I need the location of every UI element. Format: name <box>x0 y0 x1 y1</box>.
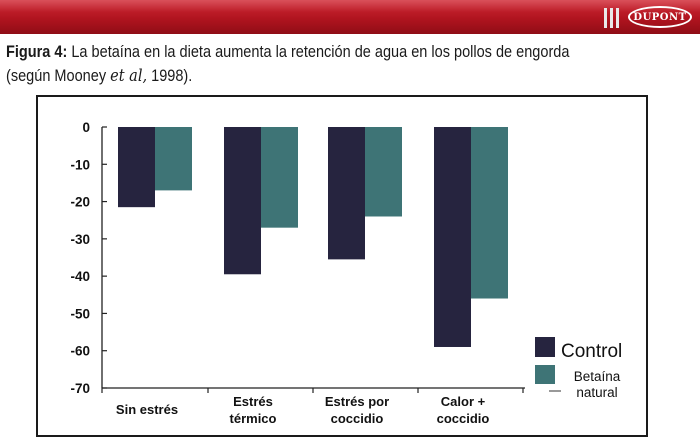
bar-control-2 <box>328 127 365 260</box>
y-tick-label: -60 <box>70 344 90 359</box>
y-tick-label: -30 <box>70 232 90 247</box>
bar-control-0 <box>118 127 155 208</box>
y-tick-label: -70 <box>70 381 90 396</box>
bar-control-3 <box>434 127 471 347</box>
bar-control-1 <box>224 127 261 275</box>
x-category-label: Calor + coccidio <box>437 394 490 426</box>
y-tick-label: -50 <box>70 306 90 321</box>
header-divider <box>616 8 619 28</box>
header-sheen <box>0 0 700 12</box>
legend-label-betaina: Betaína natural <box>574 369 621 400</box>
bar-betaina-0 <box>155 127 192 191</box>
caption-line-2: (según Mooney et al, 1998). <box>6 64 613 88</box>
bar-betaina-3 <box>471 127 508 299</box>
caption-line-1: Figura 4: La betaína en la dieta aumenta… <box>6 41 613 64</box>
y-tick-label: -20 <box>70 195 90 210</box>
x-category-label: Estrés térmico <box>230 394 277 426</box>
header-bar: DUPONT <box>0 0 700 34</box>
y-tick-label: 0 <box>82 120 90 135</box>
y-tick-label: -40 <box>70 269 90 284</box>
legend-swatch-betaina <box>535 365 555 384</box>
caption-citation-suffix: 1998). <box>147 67 193 85</box>
y-tick-label: -10 <box>70 157 90 172</box>
dupont-logo: DUPONT <box>628 6 692 28</box>
bar-betaina-2 <box>365 127 402 217</box>
figure-caption: Figura 4: La betaína en la dieta aumenta… <box>6 41 613 88</box>
x-category-label: Estrés por coccidio <box>325 394 389 426</box>
x-category-label: Sin estrés <box>116 402 178 417</box>
caption-citation-italic: et al, <box>110 66 148 85</box>
bar-betaina-1 <box>261 127 298 228</box>
header-divider <box>610 8 613 28</box>
caption-citation-prefix: (según Mooney <box>6 67 111 85</box>
legend-swatch-control <box>535 337 555 357</box>
header-divider <box>604 8 607 28</box>
legend-label-control: Control <box>561 341 622 362</box>
logo-text: DUPONT <box>633 11 687 23</box>
caption-label: Figura 4: <box>6 43 68 61</box>
caption-text: La betaína en la dieta aumenta la retenc… <box>67 43 570 61</box>
